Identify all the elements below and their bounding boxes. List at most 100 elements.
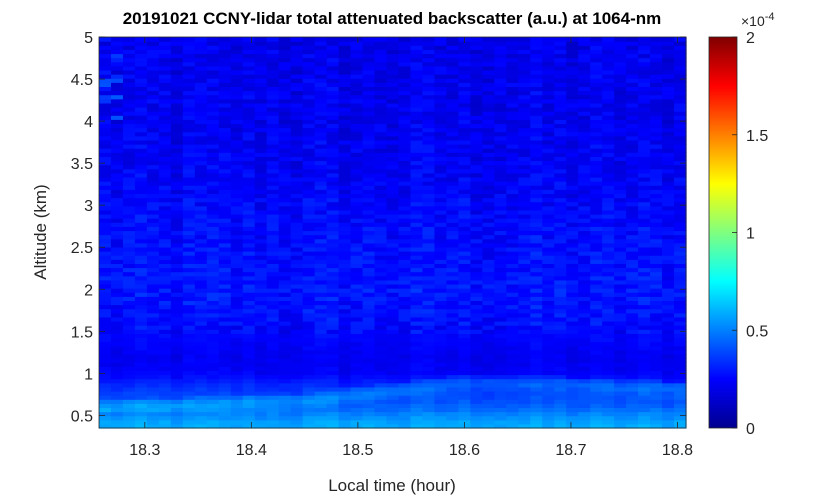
heatmap-cell xyxy=(518,222,531,227)
heatmap-cell xyxy=(602,168,615,174)
heatmap-cell xyxy=(242,156,256,162)
heatmap-cell xyxy=(638,275,651,281)
heatmap-cell xyxy=(254,98,268,104)
heatmap-cell xyxy=(230,415,244,421)
heatmap-cell xyxy=(482,251,495,256)
heatmap-cell xyxy=(494,329,507,334)
heatmap-cell xyxy=(470,49,483,55)
heatmap-cell xyxy=(290,370,304,376)
heatmap-cell xyxy=(662,222,675,227)
heatmap-cell xyxy=(134,300,148,306)
heatmap-cell xyxy=(326,205,340,211)
heatmap-cell xyxy=(99,139,112,145)
heatmap-cell xyxy=(206,209,220,215)
heatmap-cell xyxy=(446,41,459,46)
heatmap-cell xyxy=(638,148,651,153)
heatmap-cell xyxy=(446,152,459,157)
heatmap-cell xyxy=(146,222,160,227)
heatmap-cell xyxy=(614,320,627,326)
heatmap-cell xyxy=(674,251,687,256)
heatmap-cell xyxy=(158,102,172,108)
heatmap-cell xyxy=(614,259,627,264)
heatmap-cell xyxy=(230,189,244,194)
heatmap-cell xyxy=(362,94,376,100)
heatmap-cell xyxy=(218,152,232,157)
heatmap-cell xyxy=(110,131,124,137)
heatmap-cell xyxy=(122,213,136,219)
heatmap-cell xyxy=(278,45,292,50)
heatmap-cell xyxy=(338,333,352,339)
heatmap-cell xyxy=(530,415,543,421)
heatmap-cell xyxy=(590,144,603,149)
heatmap-cell xyxy=(146,90,160,96)
heatmap-cell xyxy=(218,226,232,232)
heatmap-cell xyxy=(326,53,340,59)
heatmap-cell xyxy=(362,181,376,186)
heatmap-cell xyxy=(470,283,483,289)
heatmap-cell xyxy=(590,374,603,380)
heatmap-cell xyxy=(302,102,316,108)
heatmap-cell xyxy=(362,197,376,203)
heatmap-cell xyxy=(374,78,388,83)
heatmap-cell xyxy=(662,218,675,223)
heatmap-cell xyxy=(350,271,364,277)
heatmap-cell xyxy=(542,263,555,269)
heatmap-cell xyxy=(638,288,651,293)
heatmap-cell xyxy=(614,263,627,269)
heatmap-cell xyxy=(434,86,448,92)
heatmap-cell xyxy=(110,275,124,281)
heatmap-cell xyxy=(254,386,268,392)
heatmap-cell xyxy=(242,333,256,339)
heatmap-cell xyxy=(182,53,196,59)
heatmap-cell xyxy=(458,304,471,310)
heatmap-cell xyxy=(242,139,256,145)
heatmap-cell xyxy=(626,283,639,289)
heatmap-cell xyxy=(338,267,352,273)
heatmap-cell xyxy=(578,123,591,129)
heatmap-cell xyxy=(206,292,220,297)
heatmap-cell xyxy=(518,106,531,112)
heatmap-cell xyxy=(554,53,567,59)
heatmap-cell xyxy=(182,148,196,153)
heatmap-cell xyxy=(542,156,555,162)
heatmap-cell xyxy=(218,259,232,264)
heatmap-cell xyxy=(314,102,328,108)
heatmap-cell xyxy=(410,69,424,75)
heatmap-cell xyxy=(458,292,471,297)
heatmap-cell xyxy=(602,119,615,125)
heatmap-cell xyxy=(302,374,316,380)
heatmap-cell xyxy=(290,366,304,371)
heatmap-cell xyxy=(266,106,280,112)
heatmap-cell xyxy=(554,345,567,351)
heatmap-cell xyxy=(302,181,316,186)
heatmap-cell xyxy=(482,382,495,388)
heatmap-cell xyxy=(590,156,603,162)
heatmap-cell xyxy=(542,90,555,96)
heatmap-cell xyxy=(158,193,172,199)
heatmap-cell xyxy=(482,353,495,359)
heatmap-cell xyxy=(182,185,196,190)
heatmap-cell xyxy=(374,415,388,421)
heatmap-cell xyxy=(374,176,388,182)
heatmap-cell xyxy=(326,74,340,79)
heatmap-cell xyxy=(194,119,208,125)
heatmap-cell xyxy=(314,86,328,92)
heatmap-cell xyxy=(230,242,244,248)
heatmap-cell xyxy=(398,316,412,322)
heatmap-cell xyxy=(302,341,316,347)
heatmap-cell xyxy=(302,41,316,46)
heatmap-cell xyxy=(530,366,543,371)
heatmap-cell xyxy=(494,271,507,277)
heatmap-cell xyxy=(290,279,304,285)
heatmap-cell xyxy=(350,349,364,355)
heatmap-cell xyxy=(254,271,268,277)
heatmap-cell xyxy=(326,362,340,367)
heatmap-cell xyxy=(650,242,663,248)
heatmap-cell xyxy=(566,251,579,256)
heatmap-cell xyxy=(662,119,675,125)
heatmap-cell xyxy=(146,74,160,79)
heatmap-cell xyxy=(374,106,388,112)
heatmap-cell xyxy=(242,238,256,244)
heatmap-cell xyxy=(278,279,292,285)
heatmap-cell xyxy=(326,374,340,380)
